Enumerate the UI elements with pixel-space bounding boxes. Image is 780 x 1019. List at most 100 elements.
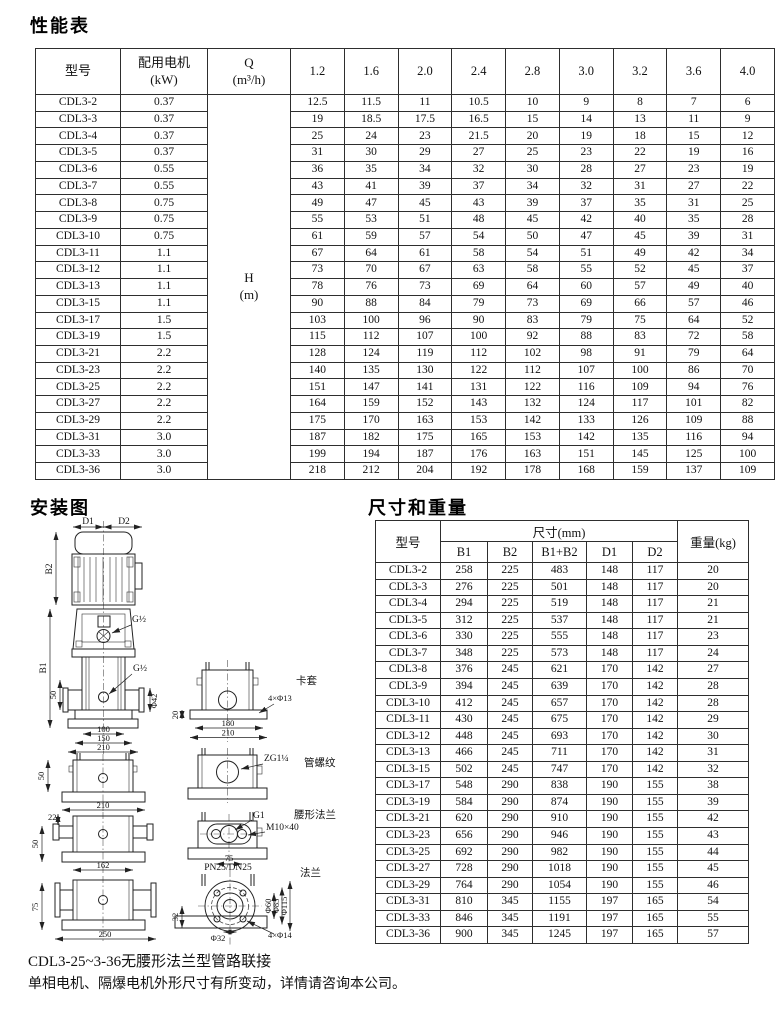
- value-cell: 163: [397, 411, 453, 430]
- value-cell: 910: [532, 810, 587, 828]
- value-cell: 2.2: [120, 378, 208, 397]
- value-cell: 155: [631, 876, 679, 895]
- value-cell: 100: [451, 328, 507, 347]
- value-cell: 0.37: [120, 94, 208, 112]
- value-cell: 148: [586, 628, 633, 646]
- value-cell: 58: [505, 261, 560, 280]
- value-cell: 165: [631, 909, 679, 928]
- model-cell: CDL3-19: [375, 793, 441, 812]
- dim-180-label: 180: [222, 718, 235, 728]
- value-cell: 2.2: [120, 395, 208, 413]
- value-cell: 838: [532, 777, 587, 795]
- value-cell: 430: [440, 711, 488, 729]
- value-cell: 43: [677, 827, 750, 845]
- table-row: CDL3-4 294 225 519 148 117 21: [375, 595, 750, 613]
- value-cell: 155: [631, 843, 679, 862]
- value-cell: 122: [505, 378, 560, 397]
- value-cell: 51: [397, 211, 453, 229]
- base-view-210: 50 210: [36, 753, 146, 813]
- value-cell: 19: [558, 127, 614, 146]
- port-g-half-top-label: G½: [132, 614, 146, 625]
- value-cell: 1245: [532, 926, 587, 944]
- value-cell: 290: [487, 876, 533, 895]
- value-cell: 23: [558, 144, 614, 162]
- value-cell: 874: [532, 793, 587, 812]
- table-row: CDL3-27 728 290 1018 190 155 45: [375, 860, 750, 878]
- model-cell: CDL3-10: [35, 227, 121, 246]
- clamp-port-view: 180 210 20 卡套 4×Φ13: [170, 660, 317, 742]
- col-header-d2: D2: [631, 541, 679, 563]
- value-cell: 153: [505, 428, 560, 447]
- value-cell: 64: [505, 278, 560, 296]
- col-header-flow-value: 4.0: [720, 48, 775, 95]
- value-cell: 290: [487, 793, 533, 812]
- value-cell: 69: [558, 294, 614, 313]
- value-cell: 3.0: [120, 445, 208, 464]
- model-cell: CDL3-33: [35, 445, 121, 464]
- value-cell: 31: [612, 177, 668, 196]
- table-row: CDL3-5 0.37 31 30 29 27 25 23 22 19 16: [35, 144, 775, 162]
- value-cell: 107: [558, 361, 614, 380]
- table-row: CDL3-33 846 345 1191 197 165 55: [375, 909, 750, 928]
- col-header-weight: 重量(kg): [677, 520, 750, 563]
- value-cell: 290: [487, 843, 533, 862]
- value-cell: 142: [631, 694, 679, 713]
- value-cell: 142: [631, 677, 679, 696]
- value-cell: 312: [440, 611, 488, 630]
- value-cell: 28: [720, 211, 775, 229]
- dim-20-label: 20: [170, 711, 180, 720]
- col-header-model: 型号: [375, 520, 441, 563]
- value-cell: 155: [631, 793, 679, 812]
- col-header-motor-line1: 配用电机: [137, 55, 190, 71]
- dim-50-mid-label: 50: [36, 772, 46, 781]
- value-cell: 218: [290, 462, 345, 480]
- value-cell: 810: [440, 893, 488, 911]
- dimensions-weight-table: 型号 尺寸(mm) 重量(kg) B1 B2 B1+B2 D1 D2 CDL3-…: [375, 520, 750, 944]
- value-cell: 345: [487, 926, 533, 944]
- model-cell: CDL3-9: [35, 211, 121, 229]
- value-cell: 124: [558, 395, 614, 413]
- value-cell: 155: [631, 810, 679, 828]
- value-cell: 30: [343, 144, 399, 162]
- value-cell: 1155: [532, 893, 587, 911]
- model-cell: CDL3-2: [35, 94, 121, 112]
- value-cell: 537: [532, 611, 587, 630]
- value-cell: 345: [487, 909, 533, 928]
- dim-phi60-label: Φ60: [263, 899, 273, 914]
- value-cell: 100: [343, 311, 399, 330]
- dimensions-header-row-1: 型号 尺寸(mm) 重量(kg): [375, 520, 750, 563]
- pipe-thread-port-view: ZG1¼ 管螺纹: [187, 748, 336, 803]
- value-cell: 84: [397, 294, 453, 313]
- dim-50-main-label: 50: [48, 691, 58, 700]
- value-cell: 57: [666, 294, 722, 313]
- value-cell: 620: [440, 810, 488, 828]
- value-cell: 190: [586, 860, 633, 878]
- bolt-m10x40-label: M10×40: [266, 823, 299, 833]
- value-cell: 345: [487, 893, 533, 911]
- table-row: CDL3-11 430 245 675 170 142 29: [375, 711, 750, 729]
- value-cell: 3.0: [120, 462, 208, 480]
- table-row: CDL3-12 1.1 73 70 67 63 58 55 52 45 37: [35, 261, 775, 280]
- value-cell: 58: [720, 328, 775, 347]
- model-cell: CDL3-7: [35, 177, 121, 196]
- table-row: CDL3-8 0.75 49 47 45 43 39 37 35 31 25: [35, 194, 775, 213]
- value-cell: 37: [720, 261, 775, 280]
- value-cell: 109: [720, 462, 775, 480]
- value-cell: 25: [505, 144, 560, 162]
- value-cell: 15: [666, 127, 722, 146]
- value-cell: 12: [720, 127, 775, 146]
- value-cell: 148: [586, 595, 633, 613]
- value-cell: 621: [532, 661, 587, 679]
- value-cell: 192: [451, 462, 507, 480]
- value-cell: 117: [631, 562, 679, 580]
- value-cell: 57: [397, 227, 453, 246]
- value-cell: 13: [612, 110, 668, 129]
- col-header-b2: B2: [487, 541, 533, 563]
- dim-d1-label: D1: [82, 517, 94, 527]
- model-cell: CDL3-21: [375, 810, 441, 828]
- table-row: CDL3-13 466 245 711 170 142 31: [375, 744, 750, 762]
- waist-flange-label: 腰形法兰: [294, 808, 336, 821]
- table-row: CDL3-7 0.55 43 41 39 37 34 32 31 27 22: [35, 177, 775, 196]
- value-cell: 23: [397, 127, 453, 146]
- value-cell: 0.55: [120, 160, 208, 179]
